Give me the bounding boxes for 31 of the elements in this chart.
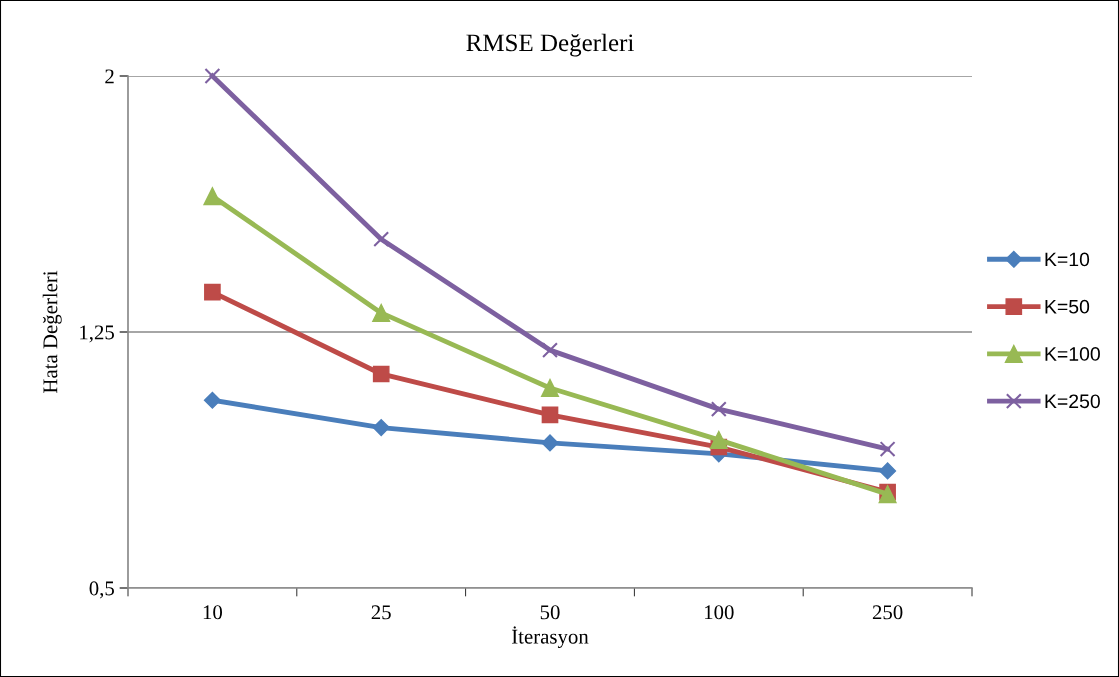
legend-label: K=250 bbox=[1045, 394, 1100, 409]
point bbox=[540, 378, 560, 398]
point bbox=[542, 342, 558, 359]
y-axis-title: Hata Değerleri bbox=[42, 270, 62, 393]
point bbox=[203, 187, 222, 206]
point bbox=[879, 462, 897, 480]
point bbox=[541, 434, 559, 452]
point bbox=[710, 401, 727, 418]
y-tick-label: 2 bbox=[105, 69, 114, 84]
point bbox=[372, 303, 391, 322]
x-axis-title: İterasyon bbox=[511, 626, 589, 648]
x-tick-label: 50 bbox=[540, 605, 560, 620]
point bbox=[372, 365, 390, 383]
x-tick-label: 10 bbox=[203, 605, 223, 620]
point bbox=[541, 406, 559, 424]
chart-title: RMSE Değerleri bbox=[466, 33, 634, 57]
legend-label: K=50 bbox=[1045, 299, 1090, 314]
x-tick-label: 250 bbox=[872, 605, 903, 620]
legend-label: K=10 bbox=[1045, 252, 1090, 267]
y-tick-label: 0,5 bbox=[89, 581, 114, 599]
point bbox=[709, 430, 728, 449]
point bbox=[372, 419, 390, 437]
y-tick-label: 1,25 bbox=[80, 325, 114, 343]
point bbox=[203, 391, 221, 409]
point bbox=[373, 231, 390, 248]
point bbox=[204, 283, 221, 301]
legend-label: K=100 bbox=[1045, 347, 1100, 361]
x-tick-label: 25 bbox=[371, 605, 391, 620]
point bbox=[879, 441, 896, 458]
x-tick-label: 100 bbox=[705, 605, 734, 620]
point bbox=[204, 68, 221, 84]
